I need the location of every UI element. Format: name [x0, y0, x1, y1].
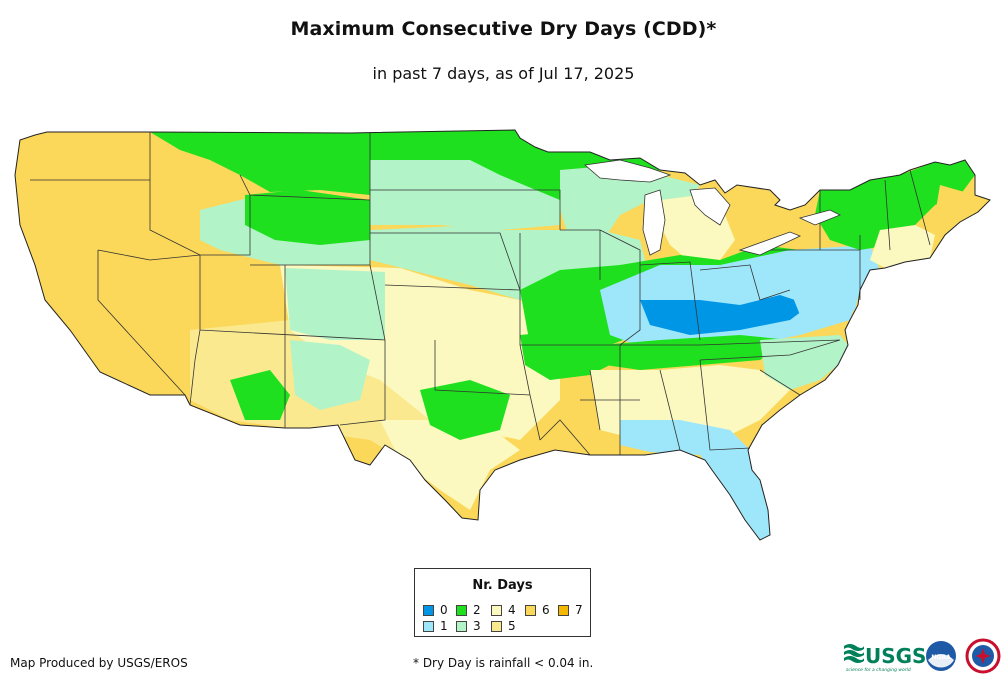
lake-erie: [738, 231, 801, 256]
legend-swatch: [558, 605, 569, 616]
legend-swatch: [456, 605, 467, 616]
noaa-bird-icon: [928, 654, 954, 668]
legend-swatch: [491, 605, 502, 616]
lake-huron: [689, 187, 731, 226]
dry-day-footnote: * Dry Day is rainfall < 0.04 in.: [413, 656, 594, 670]
lake-ontario: [798, 209, 841, 226]
region-kentucky-blue: [640, 295, 810, 335]
region-arkansas-green: [520, 330, 620, 380]
usgs-logo: USGS science for a changing world: [844, 644, 926, 673]
legend-title: Nr. Days: [472, 578, 533, 593]
legend-item-0: 0: [423, 604, 448, 616]
map-subtitle: in past 7 days, as of Jul 17, 2025: [372, 64, 635, 83]
legend-label: 7: [575, 603, 583, 617]
region-great-lakes-mint: [560, 165, 700, 245]
usgs-tagline: science for a changing world: [846, 667, 911, 673]
legend: Nr. Days 0 1 2 3 4 5 6 7: [414, 568, 591, 637]
region-texas-green-patch: [420, 380, 510, 440]
legend-label: 4: [508, 603, 516, 617]
legend-swatch: [525, 605, 536, 616]
lake-superior: [584, 159, 672, 183]
legend-label: 3: [473, 619, 481, 633]
region-arizona-green-patch: [230, 370, 290, 420]
agency-logos: USGS science for a changing world NOAA: [844, 638, 1001, 674]
region-south-texas-pale: [380, 420, 520, 510]
region-mid-atlantic-cyan: [790, 245, 880, 320]
usgs-wave-icon: [844, 644, 864, 663]
legend-swatch: [423, 621, 434, 632]
region-montana-green: [245, 190, 370, 245]
legend-swatch: [423, 605, 434, 616]
lake-michigan: [642, 189, 666, 256]
region-new-mexico-mix: [290, 340, 370, 410]
legend-label: 5: [508, 619, 516, 633]
legend-item-1: 1: [423, 620, 448, 632]
region-new-england-green: [815, 160, 975, 250]
legend-item-4: 4: [491, 604, 516, 616]
noaa-logo-text: NOAA: [931, 654, 951, 661]
usgs-logo-text: USGS: [865, 644, 926, 668]
cdd-raster: [15, 130, 990, 540]
us-outline: [14, 129, 991, 541]
legend-label: 6: [542, 603, 550, 617]
legend-item-2: 2: [456, 604, 481, 616]
nws-star-icon: [975, 648, 991, 664]
region-maine-orange: [935, 185, 990, 235]
region-colorado-mix: [285, 268, 385, 340]
legend-label: 0: [440, 603, 448, 617]
region-carolinas-mix: [760, 335, 848, 390]
region-dakotas-mint: [370, 160, 560, 230]
legend-item-3: 3: [456, 620, 481, 632]
legend-swatch: [456, 621, 467, 632]
legend-item-6: 6: [525, 604, 550, 616]
map-title: Maximum Consecutive Dry Days (CDD)*: [290, 18, 717, 40]
nws-logo: [965, 638, 1001, 674]
noaa-logo: NOAA: [926, 641, 956, 671]
region-florida-cyan: [700, 450, 770, 540]
great-lakes: [584, 159, 841, 256]
legend-item-7: 7: [558, 604, 583, 616]
legend-swatch: [491, 621, 502, 632]
region-new-england-pale: [870, 225, 935, 268]
legend-label: 2: [473, 603, 481, 617]
map-credit: Map Produced by USGS/EROS: [10, 656, 188, 670]
legend-label: 1: [440, 619, 448, 633]
legend-item-5: 5: [491, 620, 516, 632]
